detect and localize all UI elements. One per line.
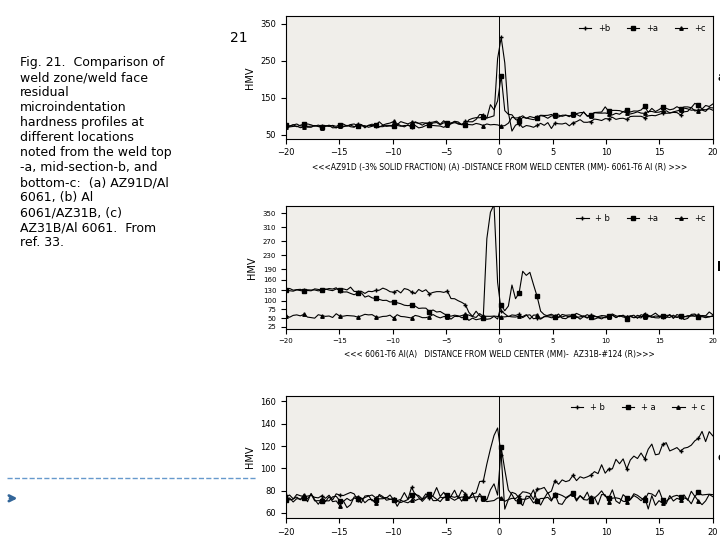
Text: a: a <box>717 71 720 84</box>
Text: b: b <box>717 261 720 274</box>
Text: Fig. 21.  Comparison of
weld zone/weld face
residual
microindentation
hardness p: Fig. 21. Comparison of weld zone/weld fa… <box>20 56 172 249</box>
X-axis label: <<<AZ91D (-3% SOLID FRACTION) (A) -DISTANCE FROM WELD CENTER (MM)- 6061-T6 Al (R: <<<AZ91D (-3% SOLID FRACTION) (A) -DISTA… <box>312 163 687 172</box>
Legend: +b, +a, +c: +b, +a, +c <box>575 21 708 36</box>
Y-axis label: HMV: HMV <box>245 446 255 468</box>
Legend: + b, +a, +c: + b, +a, +c <box>572 210 708 226</box>
Legend: + b, + a, + c: + b, + a, + c <box>567 400 708 416</box>
Text: c: c <box>717 451 720 464</box>
Text: 21: 21 <box>230 31 247 45</box>
Y-axis label: HMV: HMV <box>247 256 257 279</box>
X-axis label: <<< 6061-T6 Al(A)   DISTANCE FROM WELD CENTER (MM)-  AZ31B-#124 (R)>>>: <<< 6061-T6 Al(A) DISTANCE FROM WELD CEN… <box>344 350 654 359</box>
Y-axis label: HMV: HMV <box>245 66 255 89</box>
